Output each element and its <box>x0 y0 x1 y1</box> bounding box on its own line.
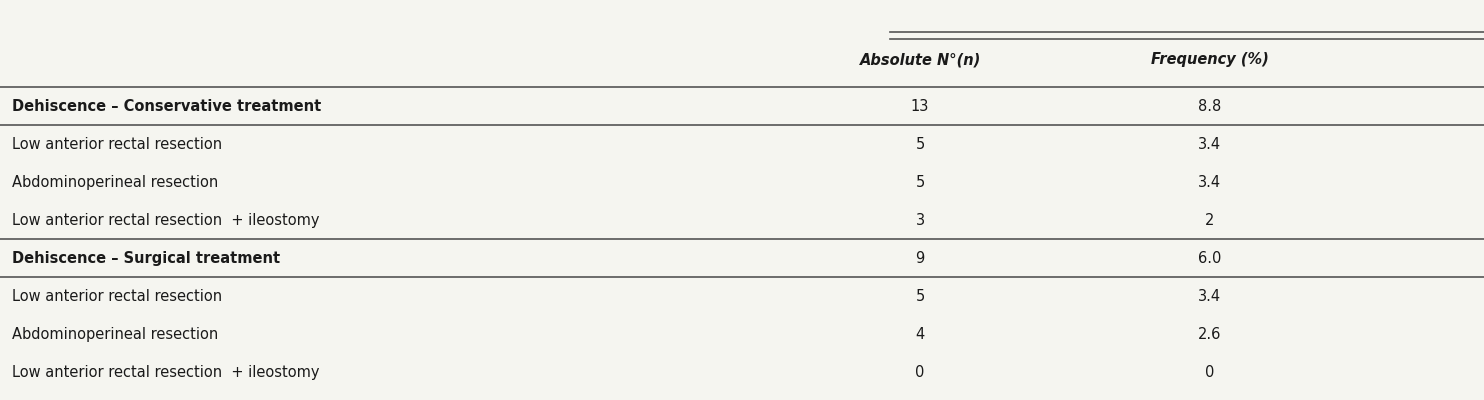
Text: Abdominoperineal resection: Abdominoperineal resection <box>12 175 218 190</box>
Text: 8.8: 8.8 <box>1198 99 1221 114</box>
Text: Low anterior rectal resection: Low anterior rectal resection <box>12 137 223 152</box>
Text: Low anterior rectal resection  + ileostomy: Low anterior rectal resection + ileostom… <box>12 213 319 228</box>
Text: 2.6: 2.6 <box>1198 327 1221 342</box>
Text: 13: 13 <box>911 99 929 114</box>
Text: 3: 3 <box>916 213 925 228</box>
Text: 3.4: 3.4 <box>1198 175 1221 190</box>
Text: 5: 5 <box>916 137 925 152</box>
Text: Low anterior rectal resection: Low anterior rectal resection <box>12 289 223 304</box>
Text: Dehiscence – Conservative treatment: Dehiscence – Conservative treatment <box>12 99 321 114</box>
Text: Frequency (%): Frequency (%) <box>1150 52 1269 67</box>
Text: 0: 0 <box>916 365 925 380</box>
Text: 5: 5 <box>916 175 925 190</box>
Text: Dehiscence – Surgical treatment: Dehiscence – Surgical treatment <box>12 251 280 266</box>
Text: 5: 5 <box>916 289 925 304</box>
Text: 9: 9 <box>916 251 925 266</box>
Text: 2: 2 <box>1205 213 1214 228</box>
Text: Absolute N°(n): Absolute N°(n) <box>859 52 981 67</box>
Text: 3.4: 3.4 <box>1198 137 1221 152</box>
Text: Abdominoperineal resection: Abdominoperineal resection <box>12 327 218 342</box>
Text: 6.0: 6.0 <box>1198 251 1221 266</box>
Text: Low anterior rectal resection  + ileostomy: Low anterior rectal resection + ileostom… <box>12 365 319 380</box>
Text: 0: 0 <box>1205 365 1214 380</box>
Text: 4: 4 <box>916 327 925 342</box>
Text: 3.4: 3.4 <box>1198 289 1221 304</box>
